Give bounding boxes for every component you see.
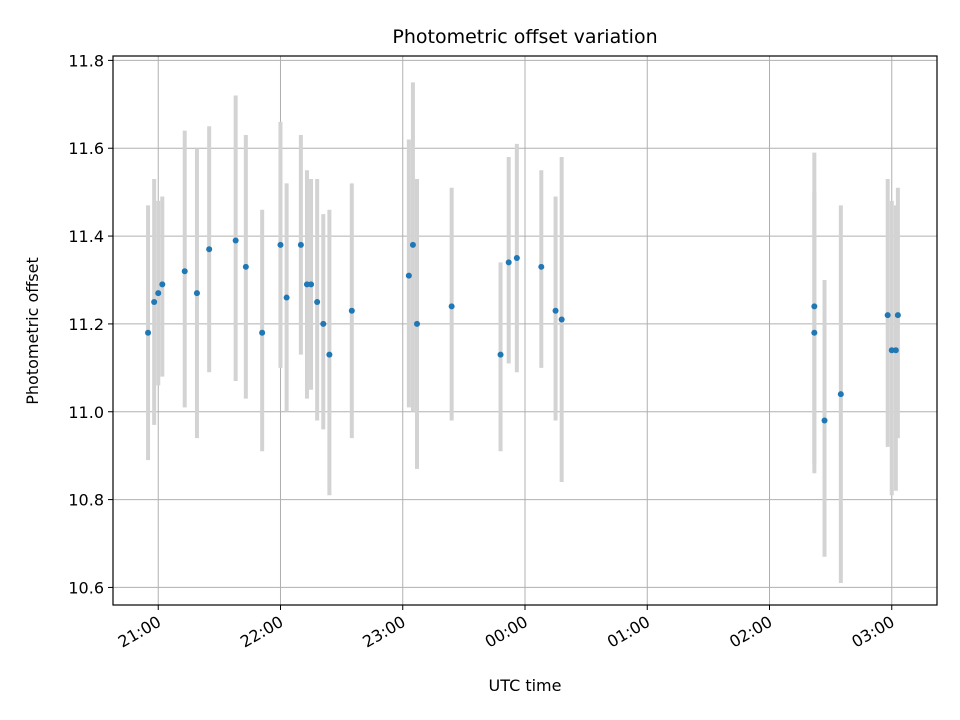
data-point <box>884 312 891 319</box>
data-point <box>892 347 899 354</box>
data-point <box>552 307 559 314</box>
x-axis-label: UTC time <box>489 676 562 695</box>
y-tick-label: 11.2 <box>68 315 104 334</box>
data-point <box>348 307 355 314</box>
y-tick-label: 11.0 <box>68 403 104 422</box>
data-point <box>513 255 520 262</box>
data-point <box>259 329 266 336</box>
data-point <box>837 391 844 398</box>
data-point <box>314 298 321 305</box>
data-point <box>308 281 315 288</box>
data-point <box>242 263 249 270</box>
data-point <box>159 281 166 288</box>
data-point <box>283 294 290 301</box>
data-point <box>145 329 152 336</box>
data-point <box>326 351 333 358</box>
data-point <box>538 263 545 270</box>
data-point <box>405 272 412 279</box>
data-point <box>155 290 162 297</box>
data-point <box>206 246 213 253</box>
data-point <box>277 241 284 248</box>
chart-title: Photometric offset variation <box>392 26 657 48</box>
grid-lines <box>113 56 937 605</box>
data-point <box>151 298 158 305</box>
y-tick-label: 11.4 <box>68 227 104 246</box>
data-points <box>145 237 901 424</box>
y-tick-label: 10.6 <box>68 578 104 597</box>
data-point <box>811 329 818 336</box>
y-axis-label: Photometric offset <box>23 257 42 405</box>
y-tick-label: 11.6 <box>68 139 104 158</box>
data-point <box>232 237 239 244</box>
data-point <box>448 303 455 310</box>
data-point <box>193 290 200 297</box>
data-point <box>497 351 504 358</box>
data-point <box>297 241 304 248</box>
data-point <box>558 316 565 323</box>
data-point <box>811 303 818 310</box>
data-point <box>821 417 828 424</box>
data-point <box>414 320 421 327</box>
data-point <box>181 268 188 275</box>
y-tick-label: 11.8 <box>68 51 104 70</box>
y-axis-ticks: 10.6 10.8 11.0 11.2 11.4 11.6 11.8 <box>68 51 113 597</box>
data-point <box>320 320 327 327</box>
data-point <box>409 241 416 248</box>
y-tick-label: 10.8 <box>68 491 104 510</box>
data-point <box>505 259 512 266</box>
data-point <box>894 312 901 319</box>
